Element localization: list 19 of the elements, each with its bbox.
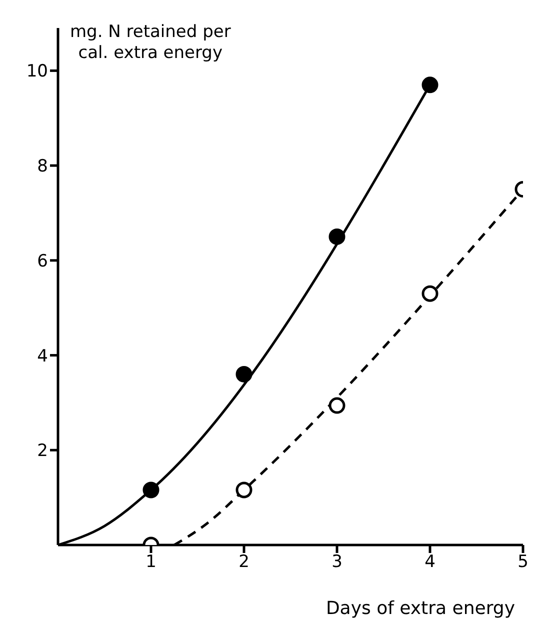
x-tick-label: 1 (146, 552, 156, 572)
point (236, 366, 252, 382)
point (236, 482, 252, 498)
y-tick-label: 10 (26, 62, 48, 82)
x-tick-label: 5 (518, 552, 528, 572)
x-tick-label: 2 (238, 552, 250, 572)
y-tick-label: 4 (37, 346, 48, 366)
point (328, 228, 346, 245)
x-axis-title: Days of extra energy (326, 598, 515, 619)
y-tick-label: 6 (37, 251, 48, 272)
y-tick-label: 8 (37, 156, 48, 177)
x-tick-label: 4 (424, 552, 436, 572)
point (422, 76, 438, 94)
y-axis-title: mg. N retained per cal. extra energy (70, 22, 231, 64)
point (142, 482, 160, 498)
x-tick-label: 3 (332, 552, 342, 572)
y-tick-label: 2 (37, 441, 48, 462)
point (328, 397, 346, 414)
point (422, 285, 438, 302)
